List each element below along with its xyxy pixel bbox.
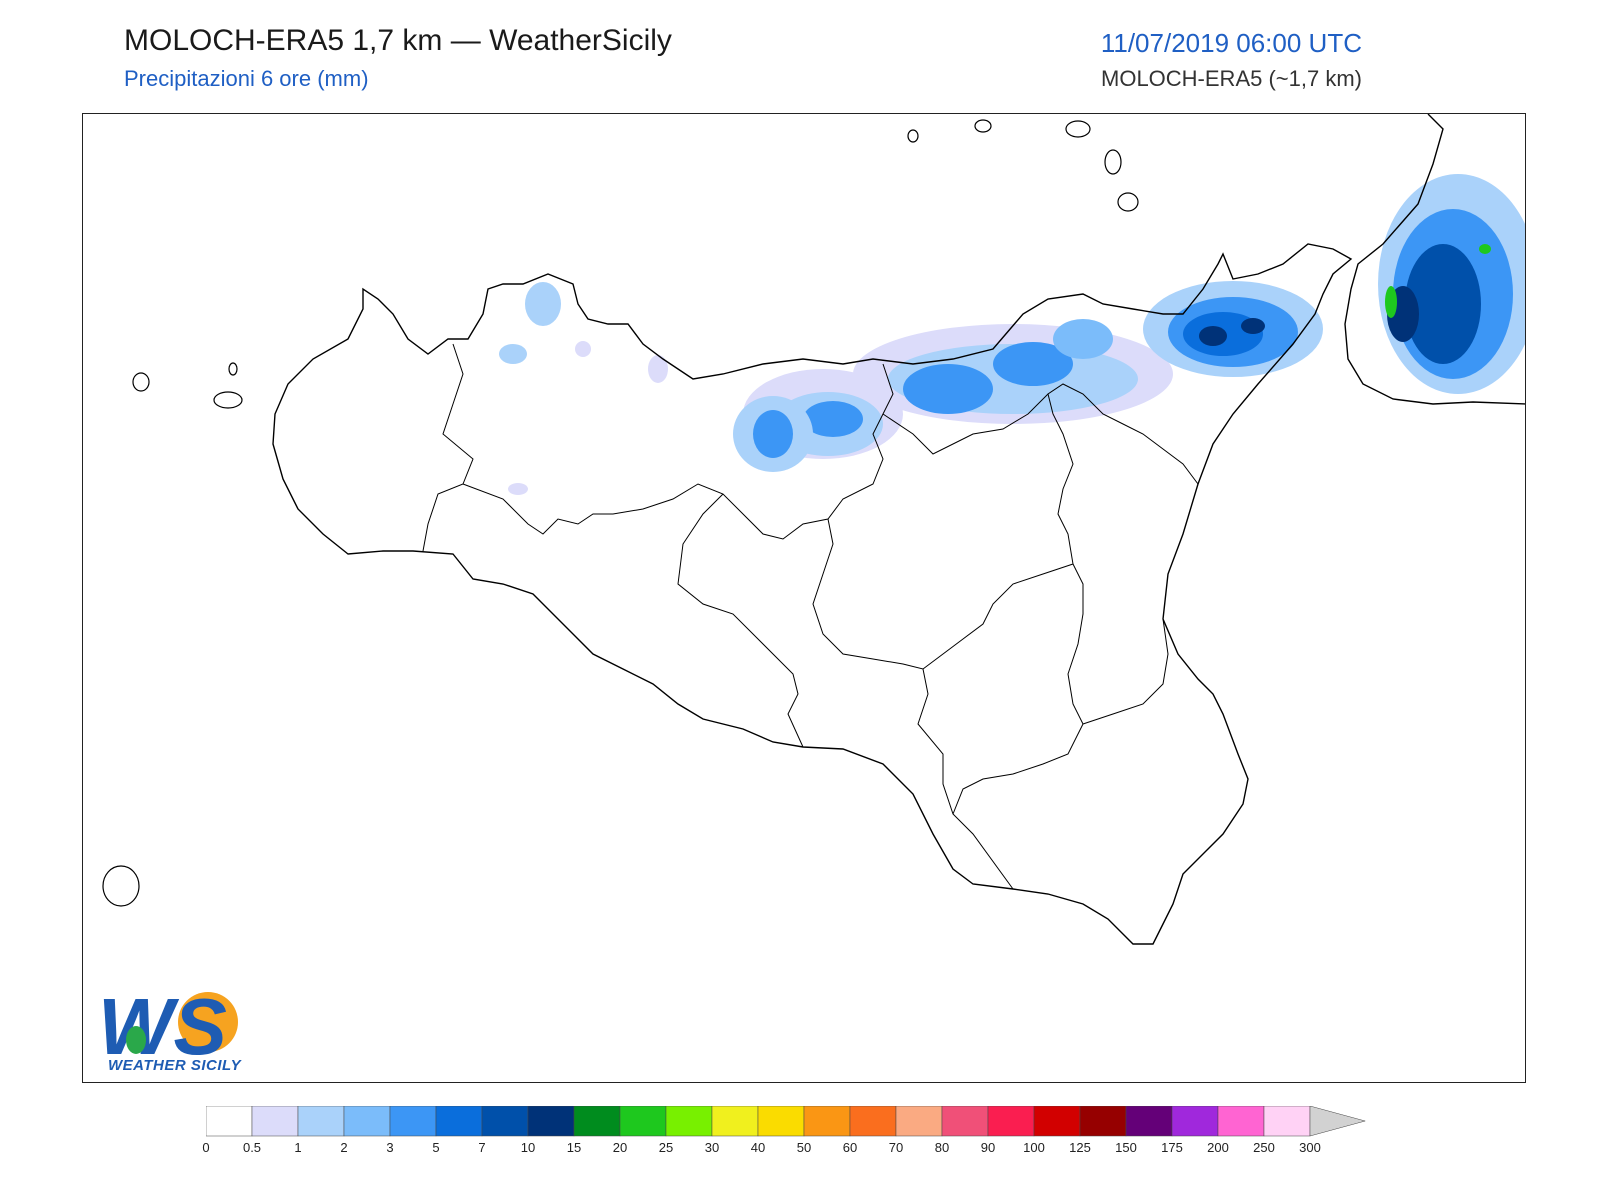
legend-tick-label: 100 [1023, 1140, 1045, 1155]
legend-swatch [435, 1106, 483, 1137]
legend-swatch [1079, 1106, 1127, 1137]
legend-swatch [711, 1106, 759, 1137]
legend-tick-label: 125 [1069, 1140, 1091, 1155]
legend-tick-label: 25 [658, 1140, 674, 1155]
legend-tick-label: 300 [1299, 1140, 1321, 1155]
map-title: MOLOCH-ERA5 1,7 km — WeatherSicily [124, 24, 672, 57]
precipitation-legend [206, 1106, 1367, 1137]
legend-tick-label: 7 [478, 1140, 486, 1155]
model-name: MOLOCH-ERA5 (~1,7 km) [1101, 66, 1362, 91]
legend-swatch [297, 1106, 345, 1137]
legend-tick-label: 30 [704, 1140, 720, 1155]
logo-monogram: WS [98, 982, 227, 1071]
legend-tick-label: 80 [934, 1140, 950, 1155]
sicily-coastline [272, 243, 1353, 945]
legend-tick-label: 5 [432, 1140, 440, 1155]
legend-tick-label: 2 [340, 1140, 348, 1155]
legend-swatch [481, 1106, 529, 1137]
legend-swatch [573, 1106, 621, 1137]
map-subtitle: Precipitazioni 6 ore (mm) [124, 66, 369, 91]
legend-extend-arrow [1309, 1106, 1367, 1137]
legend-swatch [941, 1106, 989, 1137]
legend-swatch [1217, 1106, 1265, 1137]
legend-tick-label: 60 [842, 1140, 858, 1155]
valid-datetime: 11/07/2019 06:00 UTC [1100, 28, 1362, 58]
calabria-coastline [1344, 114, 1525, 405]
legend-swatch [1125, 1106, 1173, 1137]
legend-swatch [665, 1106, 713, 1137]
legend-swatch [1033, 1106, 1081, 1137]
legend-swatch [1171, 1106, 1219, 1137]
legend-tick-label: 70 [888, 1140, 904, 1155]
legend-tick-label: 90 [980, 1140, 996, 1155]
legend-tick-label: 1 [294, 1140, 302, 1155]
legend-swatch [803, 1106, 851, 1137]
legend-swatch [987, 1106, 1035, 1137]
legend-swatch [527, 1106, 575, 1137]
islands [102, 119, 1139, 907]
map-canvas [102, 114, 1525, 945]
legend-tick-label: 175 [1161, 1140, 1183, 1155]
legend-tick-label: 50 [796, 1140, 812, 1155]
legend-tick-label: 15 [566, 1140, 582, 1155]
legend-tick-label: 3 [386, 1140, 394, 1155]
legend-tick-label: 200 [1207, 1140, 1229, 1155]
legend-swatch [251, 1106, 299, 1137]
logo-text: WEATHER SICILY [108, 1057, 242, 1074]
legend-swatch [343, 1106, 391, 1137]
legend-tick-label: 0.5 [242, 1140, 262, 1155]
legend-tick-label: 0 [202, 1140, 210, 1155]
precipitation-map [82, 113, 1526, 1083]
legend-tick-label: 10 [520, 1140, 536, 1155]
legend-tick-label: 150 [1115, 1140, 1137, 1155]
weathersicily-logo: WS [96, 982, 256, 1092]
legend-swatch [619, 1106, 667, 1137]
legend-tick-label: 250 [1253, 1140, 1275, 1155]
precip-field [499, 174, 1525, 495]
province-boundaries [422, 343, 1199, 890]
legend-labels: 0 0.5 1 2 3 5 7 10 15 20 25 30 40 50 60 70 80 90 100 125 150… [202, 1140, 1356, 1160]
legend-swatch [849, 1106, 897, 1137]
legend-swatch [389, 1106, 437, 1137]
legend-swatch [1263, 1106, 1311, 1137]
legend-swatch [757, 1106, 805, 1137]
legend-swatch [895, 1106, 943, 1137]
legend-tick-label: 40 [750, 1140, 766, 1155]
legend-swatch [206, 1106, 253, 1137]
legend-tick-label: 20 [612, 1140, 628, 1155]
